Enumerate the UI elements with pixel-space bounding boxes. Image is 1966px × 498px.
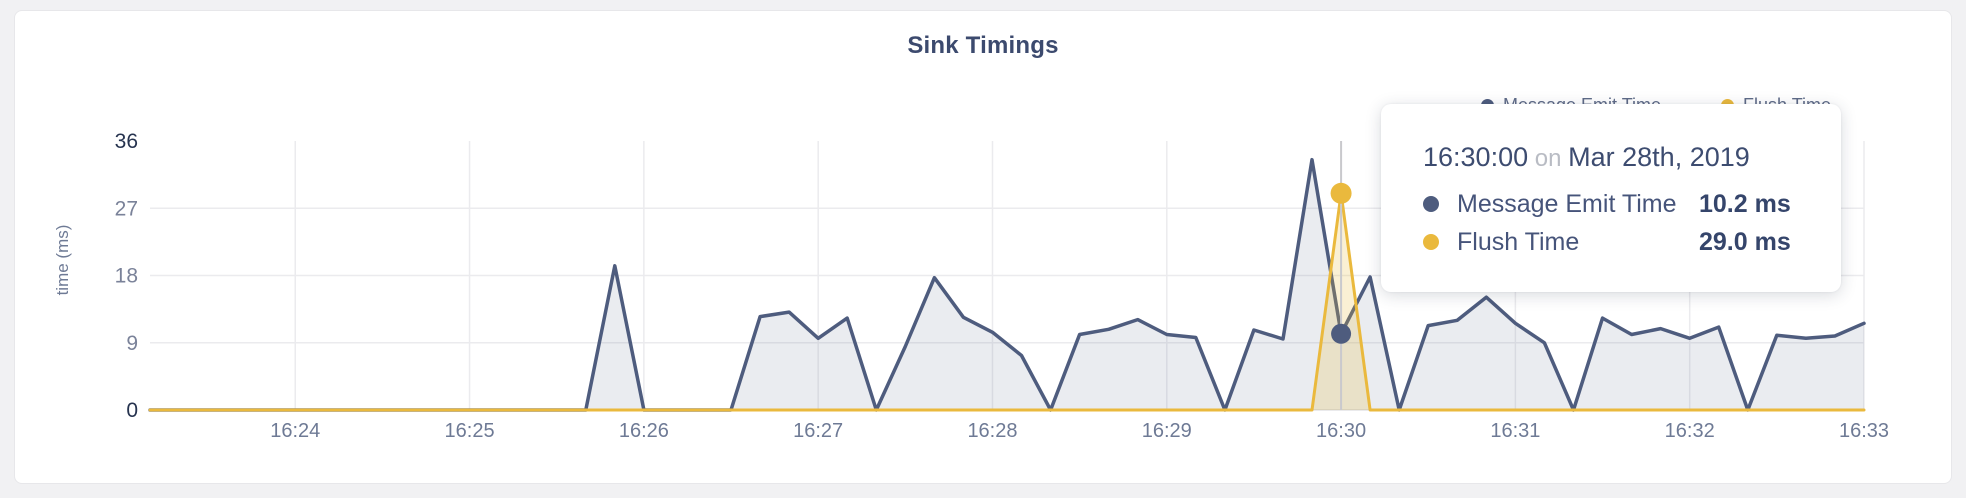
x-tick-label: 16:28 (967, 420, 1017, 442)
chart-title: Sink Timings (907, 32, 1059, 59)
tooltip-label-message-emit: Message Emit Time (1457, 189, 1677, 218)
highlight-point (1330, 182, 1352, 204)
tooltip-row-flush: Flush Time 29.0 ms (1423, 223, 1811, 261)
x-tick-label: 16:25 (445, 420, 495, 442)
series-line-1 (148, 191, 1866, 412)
tooltip-swatch-message-emit-icon (1423, 196, 1439, 212)
x-tick-label: 16:24 (270, 420, 320, 442)
x-tick-label: 16:32 (1665, 420, 1715, 442)
tooltip-row-message-emit: Message Emit Time 10.2 ms (1423, 185, 1811, 223)
tooltip-swatch-flush-icon (1423, 234, 1439, 250)
tooltip-value-message-emit: 10.2 ms (1699, 189, 1791, 218)
x-tick-label: 16:31 (1490, 420, 1540, 442)
y-tick-label: 9 (126, 332, 138, 355)
x-tick-label: 16:27 (793, 420, 843, 442)
x-tick-label: 16:30 (1316, 420, 1366, 442)
series-area-0 (150, 159, 1864, 410)
y-axis-title: time (ms) (53, 224, 72, 296)
y-tick-label: 18 (115, 265, 138, 288)
tooltip-date: Mar 28th, 2019 (1568, 142, 1750, 172)
hover-tooltip: 16:30:00 on Mar 28th, 2019 Message Emit … (1381, 104, 1841, 292)
tooltip-header: 16:30:00 on Mar 28th, 2019 (1423, 140, 1811, 176)
tooltip-conjunction: on (1528, 145, 1569, 172)
y-tick-label: 27 (115, 197, 138, 220)
x-tick-label: 16:29 (1142, 420, 1192, 442)
x-tick-label: 16:26 (619, 420, 669, 442)
tooltip-time: 16:30:00 (1423, 142, 1529, 172)
tooltip-value-flush: 29.0 ms (1699, 227, 1791, 256)
tooltip-label-flush: Flush Time (1457, 227, 1580, 256)
x-tick-label: 16:33 (1839, 420, 1889, 442)
y-tick-label: 0 (126, 399, 138, 422)
y-tick-label: 36 (115, 130, 138, 153)
tooltip-rows: Message Emit Time 10.2 ms Flush Time 29.… (1423, 185, 1811, 261)
highlight-point (1331, 323, 1352, 344)
